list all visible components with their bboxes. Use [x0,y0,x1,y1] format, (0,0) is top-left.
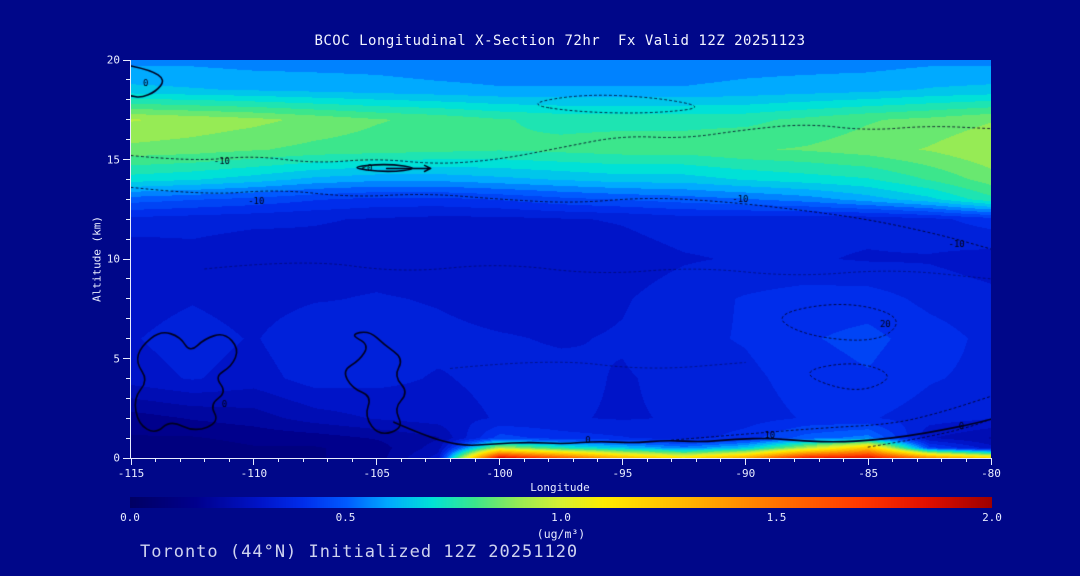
colorbar-tick-label: 2.0 [982,511,1002,524]
y-axis-label: Altitude (km) [90,215,104,303]
x-tick [523,458,525,462]
x-tick [228,458,230,462]
x-tick [425,458,427,462]
y-tick [126,397,130,399]
x-tick [843,458,845,462]
colorbar [130,497,992,508]
y-tick [126,298,130,300]
x-tick [965,458,967,462]
x-tick [179,458,181,462]
x-tick [818,458,820,462]
x-tick [400,458,402,462]
x-tick-label: -110 [240,467,268,480]
x-tick [720,458,722,462]
x-tick [695,458,697,462]
y-tick [126,437,130,439]
y-tick [126,178,130,180]
y-tick [126,119,130,121]
x-tick [376,458,378,465]
x-tick [621,458,623,465]
y-tick-label: 10 [106,252,120,266]
x-tick [572,458,574,462]
colorbar-tick-label: 0.0 [120,511,140,524]
y-tick [126,99,130,101]
colorbar-tick-label: 0.5 [335,511,356,524]
x-tick-label: -90 [735,467,756,480]
x-tick [916,458,918,462]
x-tick [548,458,550,462]
y-tick-label: 20 [106,53,120,67]
x-tick [597,458,599,462]
x-tick [327,458,329,462]
x-tick [155,458,157,462]
y-tick [123,159,130,160]
y-tick [126,218,130,220]
x-tick [302,458,304,462]
x-tick-label: -105 [363,467,390,480]
y-tick [126,79,130,81]
colorbar-units-label: (ug/m³) [536,527,586,541]
y-tick [126,198,130,200]
x-tick [499,458,501,465]
y-tick-label: 0 [113,451,120,465]
init-caption: Toronto (44°N) Initialized 12Z 20251120 [140,542,579,562]
y-tick [126,238,130,240]
x-tick-label: -115 [117,467,145,480]
chart-title: BCOC Longitudinal X-Section 72hr Fx Vali… [314,33,806,49]
x-tick [867,458,869,465]
colorbar-tick-label: 1.0 [551,511,571,524]
y-tick [123,457,130,459]
y-tick [126,318,130,320]
y-tick-label: 5 [113,352,120,365]
colorbar-tick-labels: 0.0 0.5 1.0 1.5 2.0 [120,511,1002,525]
x-tick-label: -95 [612,467,633,480]
x-tick [474,458,476,462]
plot-area: -115 -110 -105 -100 -95 -90 -85 -80 0 5 10 15 20 [107,54,1001,481]
x-tick [990,458,992,465]
x-tick [769,458,771,462]
x-tick [646,458,648,462]
x-tick [351,458,353,462]
y-tick [126,377,130,379]
colorbar-gradient [130,497,992,508]
x-tick [941,458,943,462]
x-tick [671,458,673,462]
contour-overlay-canvas [131,60,991,458]
x-tick-label: -80 [981,467,1001,480]
y-tick [126,338,130,340]
x-tick [253,458,255,465]
y-tick [126,139,130,141]
x-tick-label: -85 [858,467,879,480]
x-tick [744,458,746,465]
y-tick [126,278,130,280]
x-tick [204,458,206,462]
x-tick [130,458,132,465]
y-tick [123,358,130,359]
y-tick-label: 15 [106,153,120,166]
x-tick-label: -100 [486,467,513,480]
y-tick [123,258,130,260]
x-tick [892,458,894,462]
x-tick [793,458,795,462]
x-axis-label: Longitude [530,481,590,494]
y-tick [123,59,130,61]
y-tick [126,417,130,419]
colorbar-tick-label: 1.5 [766,511,787,524]
x-tick [449,458,451,462]
x-tick [277,458,279,462]
